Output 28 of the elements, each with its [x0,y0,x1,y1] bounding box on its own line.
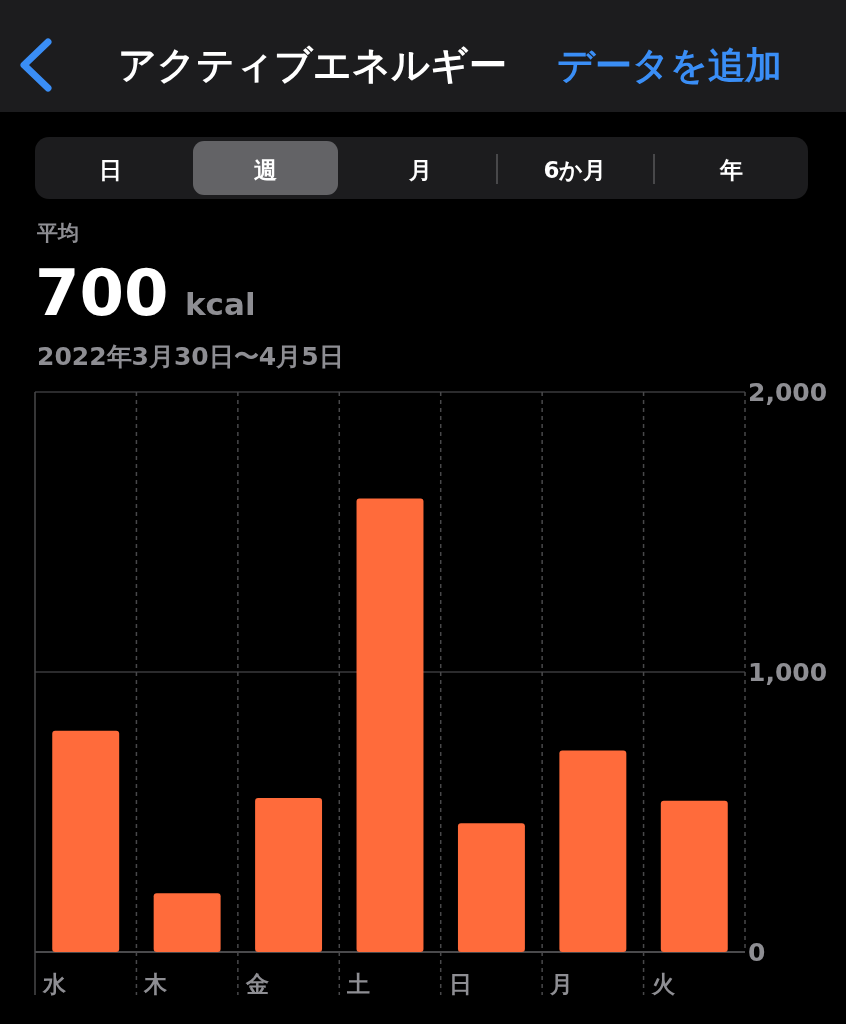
text: データを追加 [557,44,782,87]
bar [255,798,323,952]
bar [52,730,120,952]
bar [356,498,424,952]
text: 平均 [36,221,79,245]
x-tick-label: 火 [650,971,676,997]
chart-title: アクティブエネルギー [118,43,507,87]
x-tick-label: 日 [448,971,472,997]
text: 日 [98,157,122,183]
x-tick-label: 木 [143,971,169,997]
text: 2022年3月30日〜4月5日 [37,342,344,371]
text: 6か月 [543,157,607,183]
text: 月 [407,157,432,183]
bar [660,800,728,952]
y-tick-label: 1,000 [748,657,828,687]
text: 700 [35,256,169,330]
bar [457,823,525,952]
x-tick-label: 土 [346,971,371,997]
bar [559,750,627,952]
bar [153,893,221,952]
text: 年 [718,157,743,183]
y-tick-label: 2,000 [748,377,828,407]
text: kcal [185,286,256,322]
y-tick-label: 0 [748,937,766,967]
text: 週 [253,157,277,183]
x-tick-label: 月 [549,971,574,997]
x-tick-label: 金 [244,971,269,997]
x-tick-label: 水 [42,971,67,997]
